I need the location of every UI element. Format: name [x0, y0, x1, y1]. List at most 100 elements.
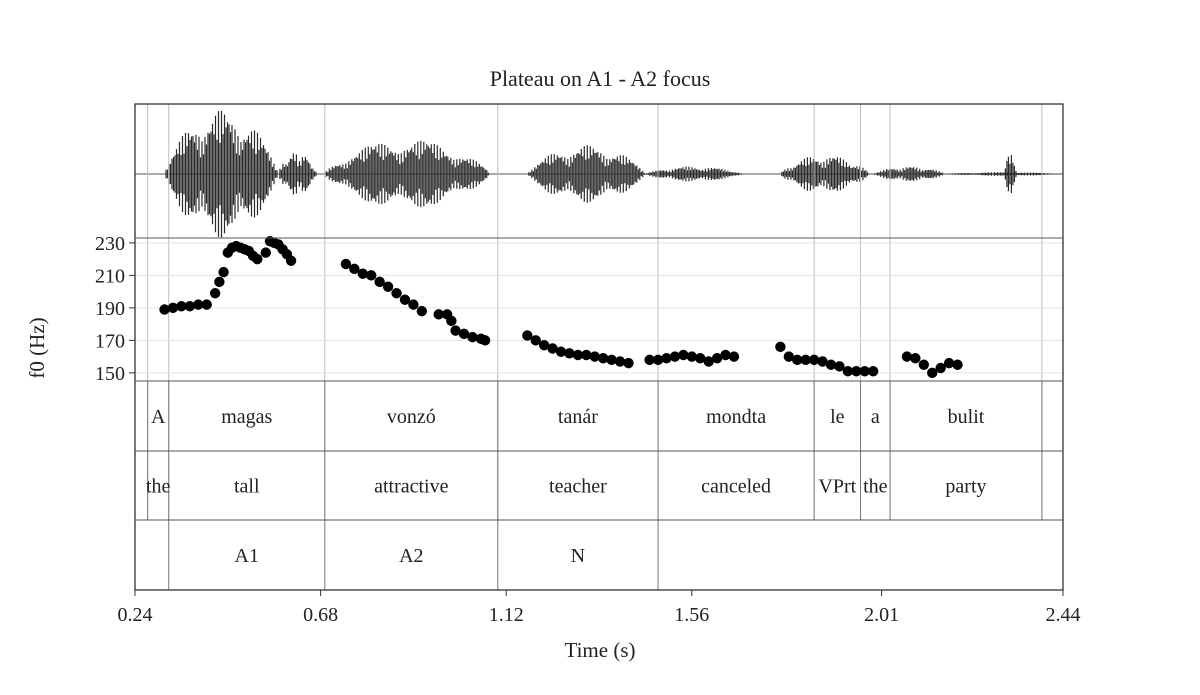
f0-point — [834, 361, 845, 372]
f0-points — [159, 236, 963, 379]
f0-point — [416, 305, 428, 317]
f0-point — [467, 331, 478, 343]
tier-label: A1 — [235, 545, 259, 567]
f0-point — [927, 367, 938, 379]
tier-label: party — [945, 476, 986, 498]
f0-point — [581, 349, 592, 361]
f0-point — [808, 354, 820, 366]
f0-point — [176, 301, 187, 312]
gridlines — [135, 104, 1063, 520]
chart-title: Plateau on A1 - A2 focus — [490, 66, 711, 91]
f0-point — [825, 359, 837, 370]
f0-point — [260, 247, 271, 258]
y-axis-label: f0 (Hz) — [25, 317, 49, 378]
x-tick-label: 1.12 — [489, 604, 524, 626]
f0-point — [711, 353, 723, 364]
f0-point — [193, 299, 204, 310]
waveform-segment — [325, 140, 489, 208]
x-axis-label: Time (s) — [565, 638, 636, 662]
f0-point — [910, 353, 921, 364]
f0-point — [859, 366, 870, 377]
waveform-segment — [1004, 155, 1017, 193]
f0-point — [218, 266, 229, 278]
f0-point — [901, 351, 913, 362]
tier-label: N — [571, 545, 585, 567]
f0-point — [720, 349, 731, 361]
tier-label: vonzó — [387, 406, 436, 428]
tier-label: le — [830, 406, 845, 428]
tier-label: the — [146, 476, 171, 498]
waveform-segment — [945, 172, 1063, 176]
waveform-segment — [646, 166, 742, 182]
tier-label: magas — [221, 406, 272, 428]
f0-point — [479, 335, 491, 346]
f0-point — [623, 357, 634, 369]
tier-label: teacher — [549, 476, 607, 498]
f0-point — [661, 353, 672, 364]
y-axis-ticks: 230 210 190 170 150 — [95, 233, 135, 385]
f0-point — [285, 255, 297, 266]
f0-point — [201, 299, 212, 310]
f0-point — [382, 281, 394, 292]
f0-point — [943, 357, 955, 369]
f0-point — [817, 356, 828, 367]
y-tick-label: 210 — [95, 265, 125, 287]
f0-point — [792, 354, 803, 366]
tier-label: A — [151, 406, 166, 428]
x-tick-label: 2.01 — [864, 604, 899, 626]
frame-border — [134, 103, 1064, 591]
f0-point — [686, 351, 697, 362]
f0-point — [652, 354, 664, 366]
waveform-segment — [165, 110, 278, 238]
f0-point — [184, 301, 196, 312]
f0-point — [644, 354, 655, 366]
f0-point — [340, 258, 352, 270]
f0-point — [522, 330, 533, 341]
f0-point — [349, 263, 360, 275]
f0-point — [589, 351, 600, 362]
tier-label: a — [871, 406, 880, 428]
f0-point — [918, 359, 929, 370]
y-tick-label: 230 — [95, 233, 125, 255]
x-axis-ticks: 0.24 0.68 1.12 1.56 2.01 2.44 — [118, 590, 1081, 626]
f0-point — [728, 351, 740, 362]
f0-point — [538, 340, 550, 351]
waveform-segment — [279, 153, 317, 195]
f0-point — [458, 328, 470, 340]
f0-point — [695, 353, 706, 364]
f0-point — [564, 348, 575, 359]
f0-point — [851, 366, 862, 377]
f0-point — [783, 351, 795, 362]
f0-point — [214, 276, 225, 288]
waveform-panel — [135, 110, 1063, 238]
x-tick-label: 2.44 — [1046, 604, 1081, 626]
f0-point — [399, 294, 411, 305]
f0-point — [167, 302, 179, 314]
x-tick-label: 0.24 — [118, 604, 153, 626]
y-tick-label: 190 — [95, 298, 125, 320]
tier-label: attractive — [374, 476, 449, 498]
f0-point — [678, 349, 689, 361]
f0-point — [450, 325, 461, 336]
tier-label: tall — [234, 476, 260, 498]
tier-label: tanár — [558, 406, 598, 428]
y-tick-label: 150 — [95, 363, 125, 385]
f0-point — [598, 353, 609, 364]
f0-point — [703, 356, 714, 367]
waveform-segment — [781, 157, 870, 191]
f0-point — [669, 351, 681, 362]
x-tick-label: 1.56 — [674, 604, 709, 626]
f0-point — [209, 288, 221, 299]
tier-label: VPrt — [818, 476, 856, 498]
f0-point — [159, 304, 170, 315]
x-tick-label: 0.68 — [303, 604, 338, 626]
f0-point — [252, 253, 263, 265]
f0-point — [606, 354, 617, 366]
f0-point — [800, 354, 811, 366]
f0-point — [555, 346, 567, 357]
f0-point — [391, 288, 402, 299]
f0-point — [572, 349, 584, 361]
f0-point — [775, 341, 786, 353]
tier-label: bulit — [948, 406, 985, 428]
f0-point — [530, 335, 541, 346]
